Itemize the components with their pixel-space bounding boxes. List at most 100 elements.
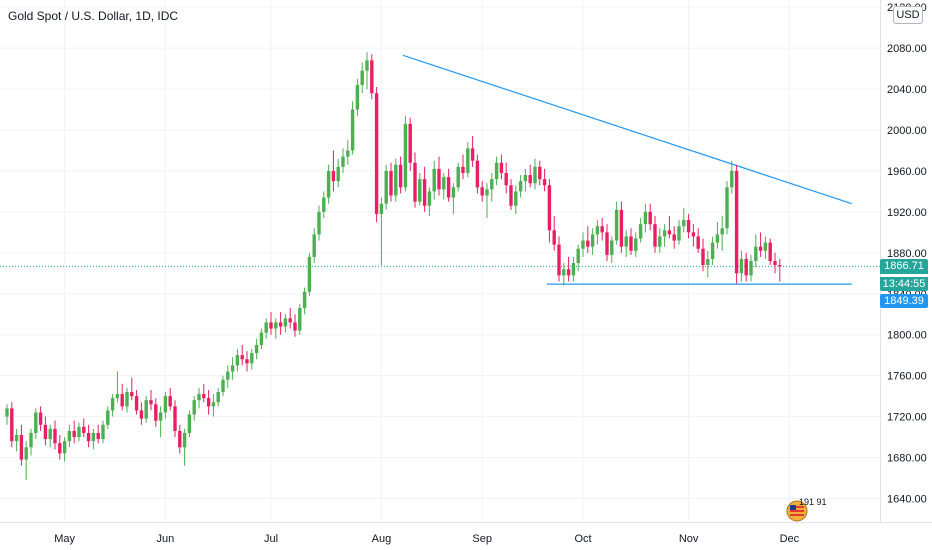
candle: [408, 117, 412, 171]
candle: [230, 357, 235, 380]
candle: [365, 52, 369, 90]
candle-body: [158, 412, 163, 421]
candle: [82, 418, 86, 438]
candle-body: [768, 242, 772, 261]
candle-body: [278, 322, 283, 327]
candle: [533, 158, 537, 190]
candle-body: [14, 435, 19, 442]
candle-body: [19, 435, 24, 460]
candle-body: [590, 234, 595, 247]
chart-title: Gold Spot / U.S. Dollar, 1D, IDC: [8, 9, 179, 23]
trendline: [402, 54, 852, 205]
candle: [350, 101, 355, 155]
candle: [547, 179, 552, 243]
candle: [226, 365, 230, 388]
candle-body: [653, 224, 657, 247]
candle: [706, 250, 710, 278]
price-tick-label: 1920.00: [887, 207, 927, 219]
price-tick-label: 1720.00: [887, 412, 927, 424]
candle-body: [10, 408, 14, 442]
candle-body: [331, 170, 336, 182]
price-tick-label: 2080.00: [887, 43, 927, 55]
candle-body: [149, 400, 153, 405]
candle-body: [422, 179, 427, 206]
currency-button[interactable]: USD: [893, 6, 923, 24]
candle-body: [86, 432, 91, 442]
candle-body: [350, 109, 355, 151]
candle-body: [523, 175, 528, 182]
candle: [581, 232, 585, 257]
candle: [667, 215, 672, 239]
candle-body: [178, 430, 182, 448]
candle-body: [240, 355, 244, 360]
candle-body: [648, 211, 652, 225]
candle: [773, 252, 777, 274]
candle-body: [619, 209, 624, 247]
candle-body: [720, 228, 724, 235]
candle: [370, 54, 374, 100]
candles: [5, 52, 782, 481]
time-axis[interactable]: May Jun Jul Aug Sep Oct Nov Dec: [54, 533, 799, 545]
candle-body: [706, 258, 710, 266]
candle-body: [394, 164, 398, 196]
candle-body: [571, 263, 576, 276]
candle-body: [72, 430, 76, 438]
candle-body: [643, 211, 648, 225]
candle: [662, 224, 667, 247]
candle-body: [202, 394, 206, 399]
candle-body: [763, 242, 768, 251]
candle-body: [326, 170, 331, 198]
grid-lines: [0, 0, 880, 522]
candle: [77, 422, 81, 442]
candle: [739, 250, 744, 282]
candle-body: [96, 432, 100, 440]
candle: [677, 220, 681, 245]
candle: [264, 318, 268, 339]
candle: [456, 162, 460, 192]
candle: [221, 375, 225, 397]
candle: [211, 394, 216, 417]
candle: [110, 394, 115, 417]
candle-body: [547, 185, 552, 231]
candle: [355, 78, 360, 116]
candle: [470, 136, 475, 167]
candle: [725, 181, 729, 235]
candle-body: [480, 187, 484, 196]
publisher-logo-icon: [786, 500, 808, 522]
candle-body: [293, 322, 297, 331]
candle: [115, 371, 120, 403]
candle: [278, 312, 283, 335]
price-axis[interactable]: 1640.001680.001720.001760.001800.001840.…: [887, 2, 927, 505]
candle-body: [418, 179, 422, 202]
candle: [187, 410, 192, 438]
candle-body: [5, 408, 9, 417]
candle-body: [398, 164, 403, 188]
candle-body: [725, 187, 729, 229]
candle: [202, 383, 206, 403]
candle: [571, 256, 576, 282]
candle-body: [710, 242, 715, 259]
candle: [653, 215, 657, 253]
candle-body: [53, 428, 57, 444]
candle: [34, 408, 38, 440]
candle: [216, 387, 220, 407]
candle-body: [758, 246, 763, 251]
candle-body: [403, 123, 408, 188]
candle: [254, 338, 259, 360]
candle-body: [470, 148, 475, 161]
candle: [182, 428, 187, 466]
candle-body: [509, 185, 513, 206]
candle: [610, 236, 614, 264]
candle-body: [365, 60, 369, 71]
candle: [288, 308, 292, 329]
candle-body: [610, 240, 614, 255]
candle-body: [691, 232, 696, 237]
candle-body: [43, 424, 48, 440]
candle: [14, 428, 19, 452]
candle: [384, 164, 388, 210]
candle: [672, 226, 676, 249]
candle-body: [442, 177, 446, 190]
candle: [542, 168, 547, 192]
candle-body: [192, 400, 196, 415]
